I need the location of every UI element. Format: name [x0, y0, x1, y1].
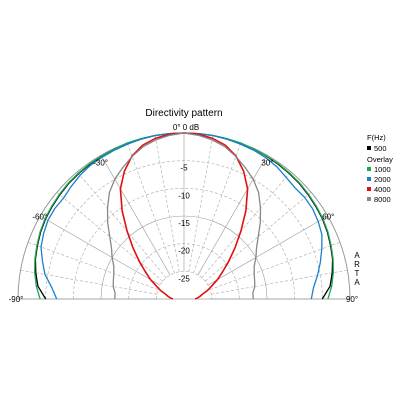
watermark-letter: T	[355, 269, 360, 278]
radial-tick-label: -25	[178, 274, 190, 283]
legend-swatch-4000	[367, 187, 371, 191]
legend-entry-500: 500	[374, 144, 387, 153]
grid-spoke	[40, 215, 161, 286]
grid-spoke	[209, 241, 341, 290]
radial-tick-label: -20	[178, 247, 190, 256]
angle-tick-label: -60°	[32, 213, 47, 222]
angle-tick-label: -30°	[93, 158, 108, 167]
grid-spoke	[188, 135, 214, 272]
grid-circle	[73, 188, 295, 300]
legend-entry-1000: 1000	[374, 165, 391, 174]
grid-spoke	[20, 269, 157, 295]
grid-spoke	[193, 142, 242, 274]
angle-tick-label: 30°	[261, 158, 273, 167]
grid-spoke	[56, 192, 163, 282]
grid-spoke	[100, 155, 171, 276]
series-line-8000	[106, 132, 262, 300]
watermark-letter: A	[354, 278, 360, 287]
polar-curves	[34, 132, 334, 300]
legend-swatch-500	[367, 146, 371, 150]
angle-tick-label: 60°	[322, 213, 334, 222]
polar-grid	[17, 132, 351, 300]
legend-overlay-label: Overlay	[367, 155, 393, 164]
radial-tick-label: -5	[180, 164, 188, 173]
angle-tick-label: 90°	[346, 295, 358, 304]
radial-tick-label: -10	[178, 191, 190, 200]
legend-swatch-8000	[367, 197, 371, 201]
grid-spoke	[27, 241, 159, 290]
watermark-letter: A	[354, 251, 360, 260]
radial-tick-label: -15	[178, 219, 190, 228]
grid-spoke	[205, 192, 312, 282]
angle-tick-label: -90°	[9, 295, 24, 304]
grid-spoke	[77, 171, 167, 278]
polar-labels: -5 -10 -15 -20 -25 -90° -60° -30° 0° 0 dB 30° 60° 9…	[9, 123, 358, 304]
watermark-letter: R	[354, 260, 360, 269]
grid-spoke	[154, 135, 180, 272]
grid-spoke	[126, 142, 175, 274]
legend-swatch-1000	[367, 167, 371, 171]
chart-title: Directivity pattern	[145, 108, 222, 119]
legend-entry-8000: 8000	[374, 195, 391, 204]
legend-entry-2000: 2000	[374, 175, 391, 184]
legend-title: F(Hz)	[367, 133, 386, 142]
grid-spoke	[201, 171, 291, 278]
angle-tick-label: 0° 0 dB	[173, 123, 199, 132]
grid-spoke	[207, 215, 328, 286]
grid-spoke	[197, 155, 268, 276]
legend-entry-4000: 4000	[374, 185, 391, 194]
legend-swatch-2000	[367, 177, 371, 181]
grid-spoke	[211, 269, 348, 295]
